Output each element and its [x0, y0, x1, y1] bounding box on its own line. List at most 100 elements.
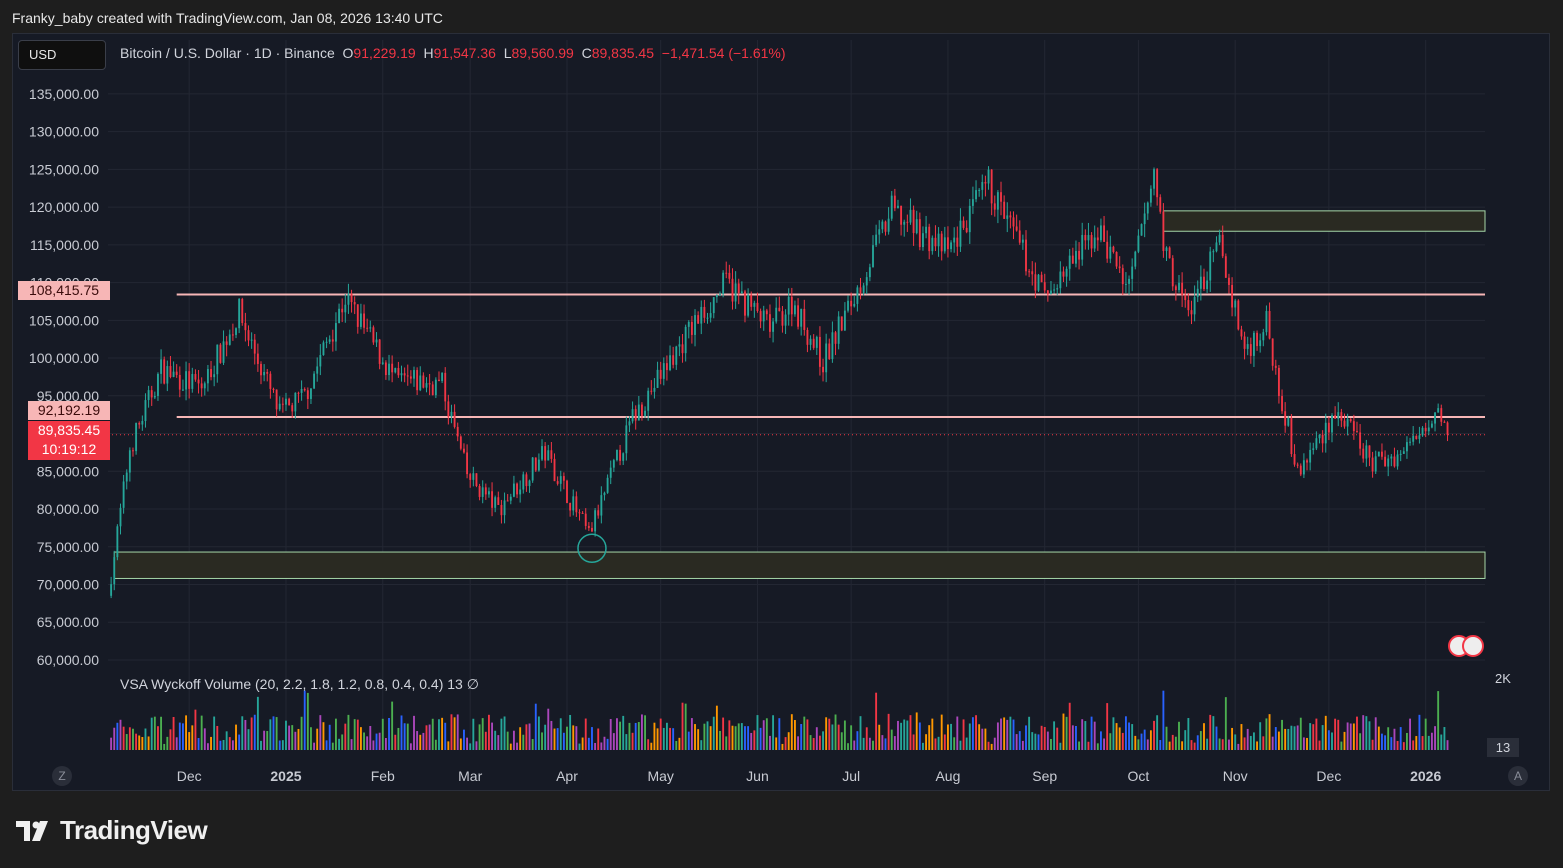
candle-body — [1121, 268, 1124, 285]
candle-body — [609, 467, 612, 478]
volume-bar — [603, 736, 606, 750]
candle-body — [478, 485, 481, 497]
volume-bar — [865, 727, 868, 750]
candle-body — [834, 332, 837, 344]
volume-bar — [950, 723, 952, 750]
x-tick-label: Apr — [556, 768, 578, 784]
volume-bar — [1043, 726, 1046, 750]
currency-button[interactable]: USD — [18, 40, 106, 70]
candle-body — [566, 480, 568, 503]
candle-body — [244, 323, 247, 331]
candle-body — [475, 473, 478, 486]
candle-body — [338, 308, 340, 324]
volume-bar — [522, 734, 525, 750]
volume-bar — [1253, 732, 1255, 750]
volume-bar — [169, 729, 172, 750]
volume-bar — [759, 727, 762, 750]
volume-bar — [609, 718, 612, 750]
volume-bar — [612, 733, 615, 750]
candle-body — [550, 450, 553, 459]
volume-bar — [606, 738, 609, 750]
last-price-tag: 89,835.45 10:19:12 — [28, 421, 110, 460]
auto-scale-button[interactable]: A — [1508, 766, 1528, 786]
volume-bar — [1006, 719, 1009, 750]
candle-body — [125, 472, 128, 482]
volume-bar — [993, 737, 996, 750]
candle-body — [978, 189, 981, 191]
candle-body — [500, 504, 503, 516]
volume-bar — [475, 741, 478, 750]
candle-body — [256, 353, 259, 364]
candle-body — [163, 359, 166, 384]
chart-frame[interactable] — [12, 33, 1550, 791]
candle-body — [534, 457, 537, 471]
volume-bar — [1212, 716, 1215, 750]
volume-bar — [644, 715, 646, 750]
candle-body — [950, 242, 952, 250]
volume-bar — [918, 722, 921, 750]
candle-body — [1284, 411, 1287, 426]
zoom-reset-button[interactable]: Z — [52, 766, 72, 786]
candle-body — [1384, 456, 1387, 467]
candle-body — [584, 513, 587, 526]
y-tick-label: 105,000.00 — [29, 312, 99, 328]
volume-bar — [1306, 737, 1308, 750]
y-tick-label: 120,000.00 — [29, 199, 99, 215]
volume-bar — [878, 724, 881, 750]
candle-body — [594, 510, 597, 532]
candle-body — [1165, 247, 1168, 251]
candle-body — [456, 426, 459, 437]
volume-bar — [787, 732, 790, 750]
candle-body — [528, 480, 531, 487]
candle-body — [634, 409, 637, 421]
volume-bar — [138, 735, 141, 750]
candle-body — [1309, 449, 1312, 463]
volume-bar — [275, 717, 278, 750]
volume-bar — [1234, 734, 1237, 750]
grid — [108, 40, 1485, 750]
high-label: H — [423, 45, 434, 61]
candle-body — [472, 473, 475, 480]
volume-bar — [1009, 716, 1012, 750]
volume-bar — [1218, 738, 1221, 750]
volume-bar — [1318, 740, 1321, 750]
volume-bar — [734, 726, 737, 750]
candle-body — [235, 328, 237, 335]
candle-body — [135, 423, 138, 452]
x-tick-label: May — [647, 768, 673, 784]
candle-body — [250, 339, 253, 341]
volume-bar — [222, 739, 225, 750]
chart-header: Franky_baby created with TradingView.com… — [12, 10, 443, 26]
volume-bar — [216, 725, 219, 750]
candle-body — [647, 390, 650, 411]
candle-body — [1100, 225, 1102, 241]
candle-body — [1327, 422, 1330, 433]
candle-body — [150, 390, 153, 398]
volume-bar — [213, 716, 216, 750]
candle-body — [313, 373, 316, 389]
y-tick-label: 130,000.00 — [29, 124, 99, 140]
candle-body — [712, 297, 715, 314]
volume-bar — [122, 726, 125, 750]
volume-bar — [481, 718, 484, 750]
volume-indicator-title[interactable]: VSA Wyckoff Volume (20, 2.2, 1.8, 1.2, 0… — [120, 676, 479, 692]
us-flag-icon-2[interactable] — [1462, 635, 1484, 657]
candle-body — [1084, 234, 1087, 241]
volume-bar — [1399, 727, 1402, 750]
candle-body — [1103, 225, 1105, 242]
volume-bar — [884, 738, 887, 750]
volume-bar — [403, 723, 406, 750]
candle-body — [931, 237, 934, 252]
volume-bar — [135, 733, 138, 750]
candle-body — [169, 366, 172, 377]
candle-body — [809, 338, 812, 345]
candle-body — [812, 338, 815, 348]
candle-body — [491, 491, 493, 508]
candle-body — [903, 221, 906, 225]
candle-body — [1374, 456, 1377, 472]
low-value: 89,560.99 — [511, 45, 574, 61]
volume-bar — [971, 717, 974, 750]
candle-body — [572, 496, 575, 511]
volume-bar — [672, 728, 675, 750]
